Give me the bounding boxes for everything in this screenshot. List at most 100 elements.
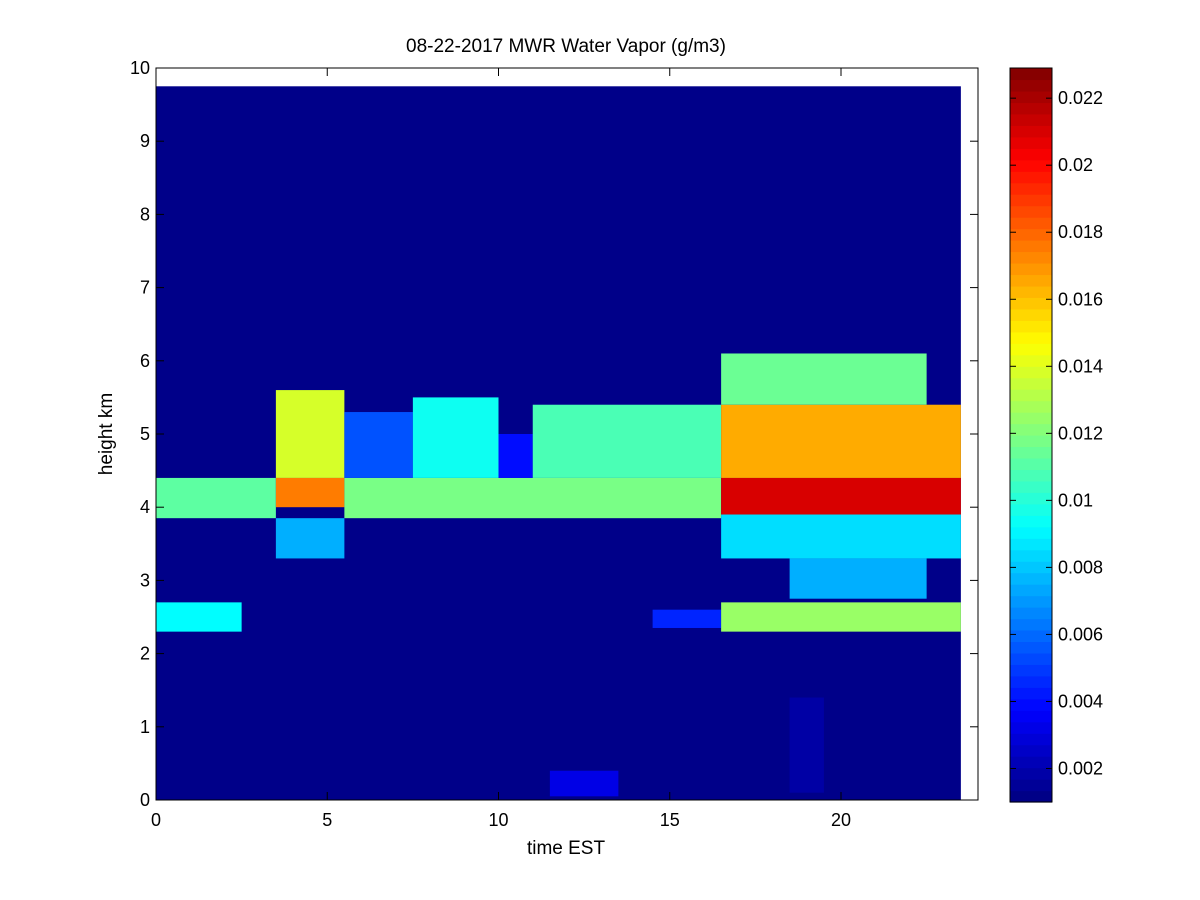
heatmap-cell — [721, 353, 927, 405]
colorbar-segment — [1010, 457, 1052, 471]
colorbar-segment — [1010, 182, 1052, 195]
colorbar-segment — [1010, 136, 1052, 149]
colorbar-segment — [1010, 423, 1052, 436]
colorbar-segment — [1010, 366, 1052, 379]
colorbar-segment — [1010, 331, 1052, 344]
colorbar-segment — [1010, 400, 1052, 413]
y-tick-label: 9 — [140, 131, 150, 151]
colorbar-segment — [1010, 480, 1052, 493]
colorbar: 0.002 0.004 0.006 0.008 0.01 0.012 0.014 0.016 0… — [1009, 67, 1103, 803]
y-tick-label: 6 — [140, 351, 150, 371]
heatmap-cell — [721, 514, 961, 559]
heatmap-cell — [532, 404, 722, 478]
colorbar-segment — [1010, 698, 1052, 711]
colorbar-tick-label: 0.016 — [1058, 289, 1103, 309]
heatmap-cell — [156, 602, 242, 632]
colorbar-segment — [1010, 102, 1052, 115]
colorbar-segment — [1010, 664, 1052, 677]
plot-area: 0 5 10 15 20 0 1 2 3 4 5 6 7 8 9 10 — [130, 58, 979, 830]
colorbar-segment — [1010, 515, 1052, 528]
colorbar-segment — [1010, 343, 1052, 356]
colorbar-segment — [1010, 779, 1052, 792]
colorbar-tick-label: 0.018 — [1058, 222, 1103, 242]
heatmap-cell — [275, 518, 345, 559]
heatmap-cell — [721, 602, 961, 632]
y-tick-label: 7 — [140, 278, 150, 298]
colorbar-tick-label: 0.012 — [1058, 423, 1103, 443]
colorbar-frame — [1009, 67, 1053, 803]
colorbar-tick-label: 0.006 — [1058, 624, 1103, 644]
heatmap-cell — [789, 558, 927, 599]
colorbar-segment — [1010, 629, 1052, 643]
colorbar-segment — [1010, 90, 1052, 104]
y-axis-label: height km — [96, 393, 117, 475]
colorbar-segment — [1010, 171, 1052, 184]
colorbar-tick-label: 0.014 — [1058, 356, 1103, 376]
y-tick-label: 5 — [140, 424, 150, 444]
colorbar-segment — [1010, 217, 1052, 230]
colorbar-segment — [1010, 262, 1052, 276]
colorbar-segment — [1010, 79, 1052, 92]
heatmap-cell — [652, 609, 722, 628]
colorbar-segment — [1010, 113, 1052, 126]
heatmap-cell — [412, 397, 499, 478]
colorbar-segment — [1010, 790, 1052, 803]
heatmap-cell — [789, 697, 824, 793]
y-tick-label: 2 — [140, 644, 150, 664]
y-tick-label: 10 — [130, 58, 150, 78]
colorbar-segment — [1010, 389, 1052, 402]
y-tick-label: 8 — [140, 204, 150, 224]
colorbar-segment — [1010, 733, 1052, 746]
heatmap-cell — [498, 434, 533, 478]
colorbar-segment — [1010, 412, 1052, 425]
colorbar-segment — [1010, 469, 1052, 482]
colorbar-segment — [1010, 572, 1052, 585]
colorbar-segment — [1010, 194, 1052, 207]
colorbar-segment — [1010, 503, 1052, 516]
colorbar-segment — [1010, 68, 1052, 81]
colorbar-segment — [1010, 492, 1052, 505]
x-tick-label: 10 — [488, 810, 508, 830]
colorbar-segment — [1010, 251, 1052, 264]
colorbar-segment — [1010, 228, 1052, 241]
colorbar-segment — [1010, 446, 1052, 459]
colorbar-segment — [1010, 148, 1052, 161]
colorbar-tick-label: 0.02 — [1058, 155, 1093, 175]
colorbar-segment — [1010, 308, 1052, 321]
x-tick-label: 5 — [322, 810, 332, 830]
colorbar-segment — [1010, 549, 1052, 562]
colorbar-segment — [1010, 652, 1052, 665]
colorbar-segment — [1010, 756, 1052, 769]
colorbar-segment — [1010, 377, 1052, 390]
colorbar-segment — [1010, 125, 1052, 138]
colorbar-segment — [1010, 675, 1052, 688]
colorbar-segment — [1010, 561, 1052, 574]
y-tick-label: 0 — [140, 790, 150, 810]
colorbar-tick-label: 0.004 — [1058, 691, 1103, 711]
heatmap-cell — [275, 390, 345, 478]
colorbar-segment — [1010, 205, 1052, 218]
colorbar-segment — [1010, 744, 1052, 757]
colorbar-segment — [1010, 721, 1052, 734]
colorbar-segment — [1010, 710, 1052, 723]
colorbar-segment — [1010, 595, 1052, 608]
heatmap-cell — [721, 477, 961, 515]
y-tick-label: 3 — [140, 570, 150, 590]
heatmap-cell — [344, 412, 413, 478]
y-tick-label: 4 — [140, 497, 150, 517]
colorbar-segment — [1010, 320, 1052, 333]
y-tick-label: 1 — [140, 717, 150, 737]
colorbar-segment — [1010, 285, 1052, 298]
x-tick-label: 0 — [151, 810, 161, 830]
heatmap-cell — [344, 477, 722, 519]
heatmap-cell — [721, 404, 961, 478]
heatmap-cell — [549, 770, 619, 797]
colorbar-tick-label: 0.022 — [1058, 88, 1103, 108]
colorbar-segment — [1010, 607, 1052, 620]
colorbar-segment — [1010, 297, 1052, 310]
colorbar-segment — [1010, 538, 1052, 551]
chart-title: 08-22-2017 MWR Water Vapor (g/m3) — [406, 36, 726, 57]
colorbar-segment — [1010, 687, 1052, 700]
colorbar-segment — [1010, 584, 1052, 597]
